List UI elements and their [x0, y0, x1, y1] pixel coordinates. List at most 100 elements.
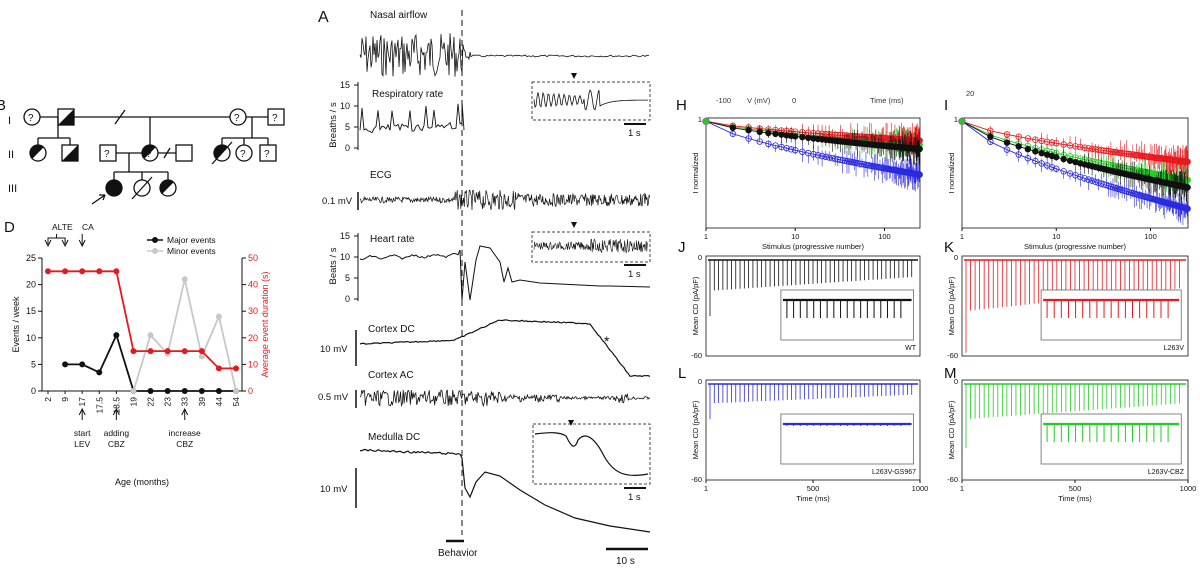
condition-label: L263V — [1164, 345, 1185, 352]
inset-box — [780, 413, 914, 465]
y-tick-label: 1 — [698, 115, 702, 124]
x-tick-label: 22 — [146, 397, 156, 407]
data-point-blue — [792, 147, 799, 154]
y2-axis-label: Average event duration (s) — [260, 272, 270, 378]
plot-frame — [961, 117, 1189, 229]
data-point-grey — [130, 388, 137, 394]
data-point-red — [1121, 150, 1128, 157]
cortex-ac-trace — [359, 389, 651, 408]
y2-tick-label: 50 — [248, 253, 258, 263]
inset-marker-icon — [568, 420, 574, 426]
data-point-blue — [756, 138, 763, 145]
data-point-red — [847, 132, 855, 140]
annotation-label: LEV — [74, 439, 90, 449]
pedigree-panel: B I II III ? ? ? ? — [0, 97, 285, 205]
data-point-blue — [839, 157, 846, 164]
y-tick-label: 0 — [345, 143, 350, 153]
panel-letter-a: A — [318, 9, 329, 26]
scale-label: 1 s — [628, 128, 641, 139]
data-point-red — [233, 365, 239, 372]
pedigree-female — [133, 179, 151, 197]
annotation-label: start — [74, 428, 91, 438]
annotation-arrowhead-icon — [112, 407, 120, 416]
legend-marker — [152, 237, 158, 243]
nasal-airflow-trace — [359, 33, 650, 77]
x-tick-label: 17 — [77, 397, 87, 407]
unknown-marker: ? — [28, 113, 34, 124]
inset-trace — [533, 89, 649, 111]
data-point-black — [181, 388, 188, 394]
data-point-red — [1048, 139, 1056, 146]
data-point-grey — [233, 388, 239, 394]
annotation-arrowhead-icon — [181, 407, 189, 416]
scale-label: 0.5 mV — [318, 392, 349, 403]
current-density-chart-l: L 0 -60 Mean CD (pA/pF) 1 500 1000 Time (ms) L2… — [678, 365, 928, 503]
pedigree-affected-half — [62, 145, 78, 161]
y-tick-label: -60 — [947, 351, 958, 360]
data-point-grey — [147, 332, 154, 339]
data-point-black — [1003, 139, 1011, 146]
respiratory-rate-trace — [359, 101, 465, 134]
y2-tick-label: 30 — [248, 306, 258, 316]
y-tick-label: -60 — [691, 475, 702, 484]
y-tick-label: 10 — [340, 101, 350, 111]
x-tick-label: 1 — [960, 232, 964, 241]
data-point-blue — [745, 135, 752, 142]
data-point-red — [1015, 133, 1022, 140]
x-axis-label: Stimulus (progressive number) — [762, 242, 865, 251]
data-point-red — [1053, 140, 1060, 147]
generation-label-i: I — [8, 115, 11, 127]
pedigree-deceased-slash — [131, 176, 153, 200]
series-line-red — [48, 270, 236, 370]
data-point-blue — [1085, 176, 1092, 183]
data-point-black — [147, 388, 154, 394]
data-point-red — [1003, 131, 1011, 138]
x-tick-label: 9 — [60, 397, 70, 402]
medulla-dc-trace — [360, 448, 651, 533]
panel-letter-h: H — [676, 97, 687, 114]
panel-letter-k: K — [944, 239, 954, 256]
current-density-chart-k: K 0 -60 Mean CD (pA/pF) L263V — [944, 239, 1189, 360]
data-point-black — [1066, 157, 1074, 164]
x-tick-label: 18.5 — [111, 397, 121, 414]
pedigree-affected-half — [141, 144, 156, 159]
data-point-black — [79, 361, 86, 368]
y-tick-label: 20 — [26, 280, 36, 290]
pedigree-male — [259, 144, 277, 162]
data-point-red — [181, 348, 188, 355]
data-point-black — [729, 124, 737, 131]
data-point-blue — [916, 171, 923, 178]
data-point-red — [45, 268, 51, 275]
trace-label: Respiratory rate — [372, 89, 444, 100]
inset-axis-label: 0 — [792, 96, 796, 105]
x-tick-label: 17.5 — [94, 397, 104, 414]
generation-label-ii: II — [8, 149, 14, 161]
data-point-black — [164, 388, 171, 394]
data-point-red — [215, 365, 222, 372]
y-tick-label: 25 — [26, 253, 36, 263]
x-axis-label: Stimulus (progressive number) — [1024, 242, 1127, 251]
data-point-red — [164, 348, 171, 355]
trace-label: Cortex AC — [368, 370, 414, 381]
scale-label: 10 mV — [320, 484, 348, 495]
data-point-black — [756, 128, 763, 136]
data-point-black — [1053, 153, 1060, 161]
data-point-red — [1077, 143, 1084, 151]
data-point-blue — [765, 140, 772, 148]
condition-label: L263V-GS967 — [872, 469, 916, 476]
unknown-marker: ? — [234, 113, 240, 124]
x-tick-label: 1000 — [912, 484, 929, 493]
current-density-chart-j: J 0 -60 Mean CD (pA/pF) WT — [678, 239, 921, 360]
y-tick-label: 15 — [340, 80, 350, 90]
data-point-start — [958, 117, 966, 126]
data-point-blue — [1003, 146, 1011, 153]
data-point-black — [1032, 148, 1039, 155]
data-point-red — [916, 137, 923, 144]
data-point-black — [745, 127, 752, 134]
condition-label: WT — [905, 345, 917, 352]
data-point-blue — [1066, 170, 1074, 177]
data-point-blue — [1088, 177, 1096, 184]
condition-label: L263V-CBZ — [1148, 469, 1185, 476]
y-tick-label: 5 — [345, 273, 350, 283]
